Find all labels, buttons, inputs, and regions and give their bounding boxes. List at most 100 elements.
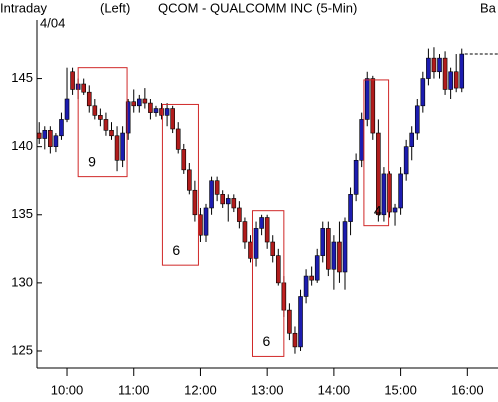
candle-body bbox=[220, 194, 225, 205]
candle-body bbox=[303, 275, 309, 297]
header-extra: Ba bbox=[480, 0, 497, 15]
candle-body bbox=[253, 228, 259, 259]
candle-body bbox=[175, 128, 181, 150]
x-tick-label: 11:00 bbox=[118, 382, 150, 397]
candle-body bbox=[70, 71, 75, 90]
candle-body bbox=[292, 332, 298, 348]
candle-body bbox=[131, 101, 137, 107]
candle-body bbox=[114, 135, 120, 161]
candle-body bbox=[420, 78, 426, 107]
candle-body bbox=[231, 198, 237, 209]
candle-body bbox=[426, 57, 431, 79]
candle-body bbox=[342, 221, 348, 273]
x-tick-label: 13:00 bbox=[251, 382, 284, 397]
candle-body bbox=[225, 198, 231, 205]
annotation-label: 6 bbox=[262, 333, 270, 349]
candle-body bbox=[86, 91, 92, 107]
candle-body bbox=[353, 159, 359, 195]
candle-body bbox=[248, 241, 253, 259]
candle-body bbox=[136, 98, 142, 107]
candle-body bbox=[448, 71, 453, 90]
candle-body bbox=[164, 108, 170, 116]
x-tick-label: 10:00 bbox=[51, 382, 84, 397]
y-tick-label: 125 bbox=[11, 342, 33, 357]
candle-body bbox=[192, 189, 198, 216]
x-tick-label: 14:00 bbox=[318, 382, 351, 397]
x-tick-label: 15:00 bbox=[384, 382, 417, 397]
candle-body bbox=[298, 296, 303, 348]
candle-body bbox=[92, 105, 98, 116]
candle-body bbox=[437, 57, 442, 73]
y-tick-label: 130 bbox=[11, 274, 33, 289]
candle-body bbox=[459, 53, 465, 89]
candle-body bbox=[109, 130, 114, 137]
candle-body bbox=[370, 78, 376, 134]
candle-body bbox=[453, 71, 459, 89]
candle-body bbox=[403, 146, 409, 175]
candle-body bbox=[42, 130, 48, 139]
candle-body bbox=[203, 207, 209, 236]
candle-body bbox=[320, 228, 326, 256]
candle-body bbox=[287, 309, 292, 334]
x-tick-label: 16:00 bbox=[451, 382, 484, 397]
candle-body bbox=[275, 255, 281, 284]
candle-body bbox=[326, 228, 331, 270]
header-date: 4/04 bbox=[40, 15, 65, 30]
y-tick-label: 140 bbox=[11, 138, 33, 153]
candle-body bbox=[331, 241, 337, 270]
candle-body bbox=[198, 214, 203, 236]
candle-body bbox=[36, 132, 42, 139]
candle-body bbox=[359, 119, 364, 161]
candle-body bbox=[170, 108, 175, 130]
annotation-box bbox=[363, 79, 390, 227]
candle-body bbox=[120, 132, 125, 161]
candle-body bbox=[392, 207, 398, 213]
header-label: Intraday bbox=[0, 0, 47, 15]
candle-body bbox=[314, 255, 320, 281]
candle-body bbox=[64, 98, 70, 120]
candle-body bbox=[414, 105, 420, 134]
annotation-box bbox=[77, 67, 128, 178]
annotation-box bbox=[251, 210, 285, 357]
candle-body bbox=[398, 173, 403, 209]
candle-body bbox=[209, 180, 214, 209]
candle-body bbox=[181, 149, 187, 171]
candle-body bbox=[148, 102, 153, 113]
candle-body bbox=[442, 57, 448, 90]
candle-body bbox=[364, 78, 370, 120]
candle-body bbox=[53, 135, 59, 147]
header-axis: (Left) bbox=[100, 0, 130, 15]
y-tick-label: 135 bbox=[11, 206, 33, 221]
candle-body bbox=[98, 115, 103, 120]
candle-body bbox=[242, 221, 248, 243]
candle-body bbox=[264, 217, 270, 243]
candle-body bbox=[431, 57, 437, 73]
candle-body bbox=[337, 241, 342, 273]
candle-body bbox=[142, 98, 148, 104]
candle-body bbox=[125, 101, 131, 134]
candle-body bbox=[259, 217, 264, 229]
candle-body bbox=[59, 119, 64, 137]
candle-body bbox=[81, 83, 87, 93]
annotation-label: 9 bbox=[88, 153, 96, 169]
candle-body bbox=[187, 169, 192, 191]
candle-body bbox=[387, 173, 392, 213]
candle-body bbox=[309, 275, 314, 281]
candle-body bbox=[376, 132, 381, 216]
candle-body bbox=[270, 241, 276, 256]
candle-body bbox=[153, 108, 159, 113]
candle-body bbox=[48, 130, 53, 147]
candle-body bbox=[381, 173, 387, 216]
x-tick-label: 12:00 bbox=[184, 382, 217, 397]
candle-body bbox=[237, 207, 242, 222]
candle-body bbox=[214, 180, 220, 195]
annotation-label: 6 bbox=[172, 242, 180, 258]
y-tick-label: 145 bbox=[11, 70, 33, 85]
candle-body bbox=[103, 119, 109, 131]
candle-body bbox=[159, 108, 164, 116]
annotation-box bbox=[161, 103, 199, 266]
chart-title: QCOM - QUALCOMM INC (5-Min) bbox=[158, 0, 357, 15]
candle-body bbox=[348, 194, 353, 222]
annotation-label: 4 bbox=[374, 202, 382, 218]
